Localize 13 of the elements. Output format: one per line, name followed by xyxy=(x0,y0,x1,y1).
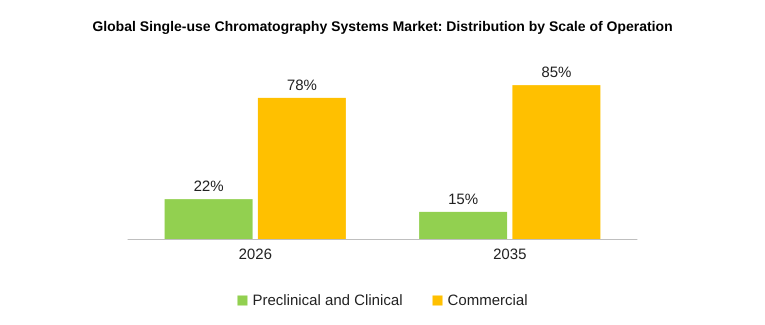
bar xyxy=(164,199,253,239)
data-label: 22% xyxy=(194,178,224,196)
legend-label: Preclinical and Clinical xyxy=(252,292,403,309)
x-tick-label: 2026 xyxy=(238,246,272,263)
x-tick-label: 2035 xyxy=(493,246,526,263)
legend-label: Commercial xyxy=(448,292,528,309)
bar xyxy=(419,212,508,239)
bar xyxy=(258,98,346,239)
data-label: 15% xyxy=(448,190,478,208)
data-label: 85% xyxy=(541,64,572,82)
bar xyxy=(512,85,600,239)
data-label: 78% xyxy=(286,76,317,94)
chart-title: Global Single-use Chromatography Systems Market: Distribution by Scale of Operation xyxy=(92,18,673,34)
